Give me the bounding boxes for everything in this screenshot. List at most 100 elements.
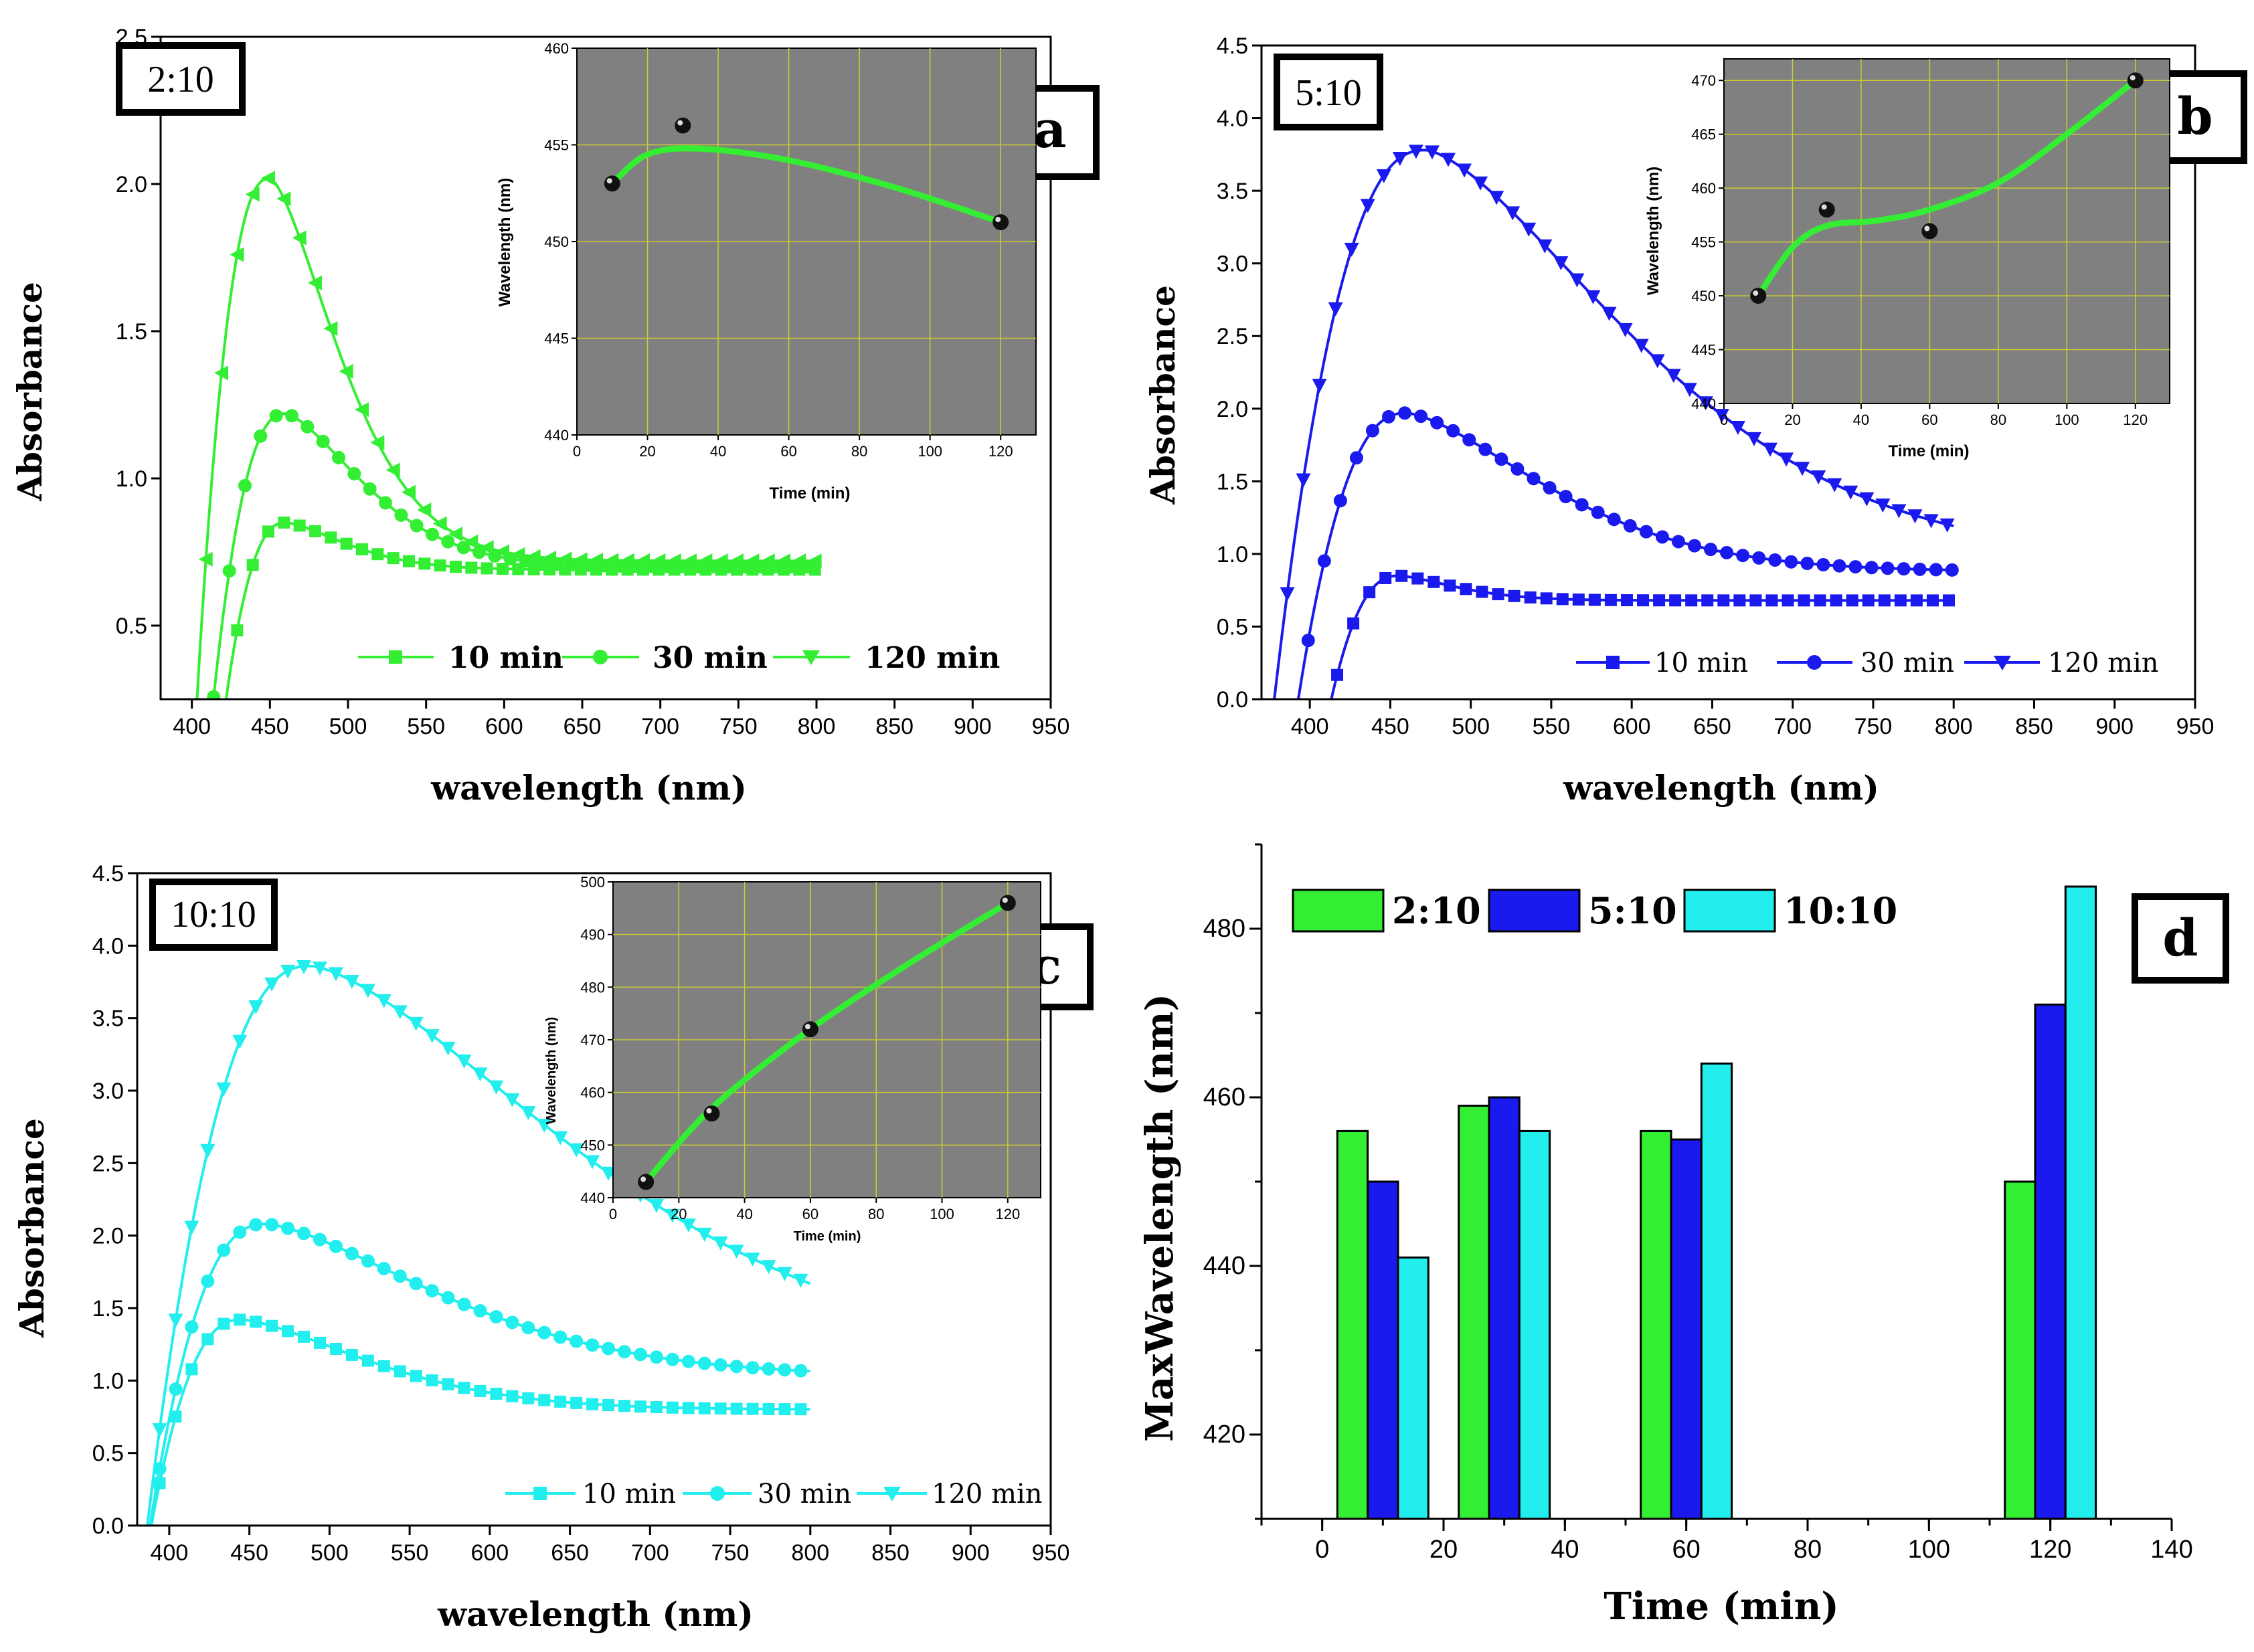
panel-c-series-1-marker: [778, 1403, 791, 1416]
panel-c-inset-point: [802, 1021, 818, 1038]
panel-b-ytick-label: 0.0: [1217, 687, 1248, 713]
panel-d-ylabel: MaxWavelength (nm): [1138, 994, 1182, 1442]
panel-b-series-2-marker: [1848, 560, 1862, 574]
panel-c-xtick-label: 750: [711, 1540, 750, 1566]
panel-b-series-1-marker: [1830, 594, 1842, 607]
panel-c-inset-xtick-label: 100: [930, 1206, 954, 1222]
panel-c-series-1-marker: [602, 1399, 615, 1412]
panel-c-series-1-marker: [458, 1382, 470, 1394]
panel-b-inset-background: [1723, 58, 2170, 404]
panel-b-inset-xtick-label: 20: [1784, 411, 1800, 428]
panel-c-series-2-marker: [618, 1345, 631, 1359]
panel-b-series-1-marker: [1347, 617, 1360, 630]
panel-c-series-3-marker: [360, 984, 375, 998]
panel-a-series-3-marker: [760, 553, 775, 569]
panel-c-xtick-label: 650: [551, 1540, 589, 1566]
panel-a-inset-fit-line: [609, 145, 1004, 225]
panel-a-series-1-marker: [246, 559, 259, 571]
panel-a-series-1-marker: [403, 555, 415, 567]
panel-c-frame: [136, 872, 1052, 1527]
panel-c-series-2-marker: [649, 1350, 663, 1364]
panel-c-series-1-marker: [266, 1319, 278, 1332]
panel-c-inset-ytick-label: 440: [580, 1190, 605, 1206]
panel-d-bar-10:10-10: [1397, 1256, 1429, 1520]
panel-c-series-2-marker: [537, 1325, 551, 1340]
panel-c-legend-entry-3: 120 min: [857, 1479, 1043, 1509]
panel-b-legend-entry-1: 10 min: [1576, 648, 1748, 678]
panel-c-inset-ytick-label: 490: [580, 927, 605, 943]
panel-b-series-1-line: [1330, 574, 1952, 699]
panel-a-inset-xtick-label: 60: [780, 443, 796, 460]
panel-b-series-3-marker: [1859, 492, 1875, 507]
panel-d-xtick-label: 100: [1908, 1536, 1950, 1564]
panel-c-series-3-marker: [280, 964, 296, 979]
panel-b-legend-entry-2: 30 min: [1777, 648, 1954, 678]
panel-b-series-3-marker: [1376, 169, 1391, 183]
panel-c-series-1-marker: [250, 1315, 262, 1328]
panel-d-bar-5:10-120: [2034, 1003, 2067, 1520]
panel-b-inset-point: [1750, 288, 1767, 304]
panel-a-series-2-marker: [456, 541, 470, 555]
panel-c-series-3-marker: [745, 1253, 760, 1267]
panel-b-series-3-marker: [1408, 145, 1423, 159]
panel-c-plot-area: 400 450 500 550 600 650 700 750 800 850 900 9500.00…: [92, 861, 1070, 1566]
panel-a-series-2-marker: [269, 409, 283, 423]
panel-b-series-3-marker: [1875, 498, 1891, 513]
panel-c-series-group: [146, 960, 811, 1526]
panel-c-series-1-marker: [698, 1402, 711, 1414]
panel-b-series-1-marker: [1620, 594, 1633, 607]
panel-c-series-3-marker: [553, 1131, 568, 1145]
panel-c-series-2-marker: [329, 1239, 343, 1253]
panel-c-series-2-marker: [249, 1218, 263, 1232]
panel-b-xtick-label: 950: [2176, 714, 2215, 739]
panel-b-inset-ytick-label: 470: [1691, 72, 1716, 89]
panel-a-xtick-label: 700: [641, 714, 679, 739]
panel-c-legend-label-3: 120 min: [932, 1479, 1043, 1509]
panel-b-ytick-label: 1.5: [1217, 469, 1248, 494]
panel-b-series-3-marker: [1280, 587, 1295, 602]
panel-c-series-2-marker: [586, 1338, 600, 1352]
panel-c-series-1-marker: [234, 1313, 246, 1326]
panel-c-series-3-marker: [456, 1054, 472, 1069]
panel-b-series-2-marker: [1655, 530, 1669, 544]
panel-c-ytick-label: 4.5: [92, 861, 124, 887]
panel-b-series-2-marker: [1687, 539, 1701, 553]
panel-b-series-3-marker: [1328, 302, 1343, 316]
panel-a-series-2-marker: [316, 434, 330, 448]
panel-c-series-3-marker: [376, 994, 392, 1008]
panel-c-series-2-marker: [521, 1321, 535, 1335]
panel-c-legend-entry-2: 30 min: [683, 1479, 851, 1509]
panel-a-series-3-marker: [511, 547, 525, 562]
panel-c-series-3-marker: [168, 1313, 183, 1328]
panel-a-inset-ytick-label: 445: [544, 331, 569, 347]
panel-c-series-3-marker: [152, 1423, 167, 1438]
panel-a-series-3-marker: [230, 247, 244, 262]
panel-a-inset-point: [992, 214, 1009, 231]
panel-a-inset-xtick-label: 120: [988, 443, 1013, 460]
panel-c-inset-point: [999, 895, 1016, 911]
panel-c-series-1-marker: [410, 1370, 422, 1382]
panel-a-series-3-marker: [573, 552, 588, 567]
panel-d-xtick-label: 0: [1315, 1536, 1329, 1564]
panel-b-series-3-marker: [1939, 518, 1955, 533]
panel-a-series-1-marker: [215, 727, 228, 739]
panel-c-series-1-marker: [586, 1398, 599, 1410]
panel-a-series-3-marker: [402, 484, 416, 500]
panel-a-xlabel: wavelength (nm): [430, 768, 747, 808]
panel-b-series-1-marker: [1572, 593, 1585, 606]
panel-c-series-1-marker: [634, 1400, 646, 1413]
panel-b-series-3-marker: [1730, 421, 1745, 436]
panel-a-inset-point-body: [604, 175, 620, 192]
panel-b-series-3-marker: [1827, 478, 1842, 492]
panel-c-series-1-marker: [361, 1354, 374, 1367]
panel-b-series-2-marker: [1398, 406, 1412, 420]
panel-a-series-1-marker: [450, 561, 462, 573]
panel-a-series-2-marker: [300, 420, 315, 434]
panel-a-series-2-marker: [410, 519, 424, 533]
panel-c-inset-point-body: [802, 1021, 818, 1038]
panel-b: 400 450 500 550 600 650 700 750 800 850 900 9500.00…: [1143, 33, 2247, 808]
panel-b-inset-point: [2127, 72, 2144, 89]
panel-b-inset-point-highlight: [2130, 75, 2136, 81]
panel-c-ytick-label: 0.5: [92, 1441, 124, 1467]
panel-c-series-2-marker: [633, 1348, 647, 1362]
